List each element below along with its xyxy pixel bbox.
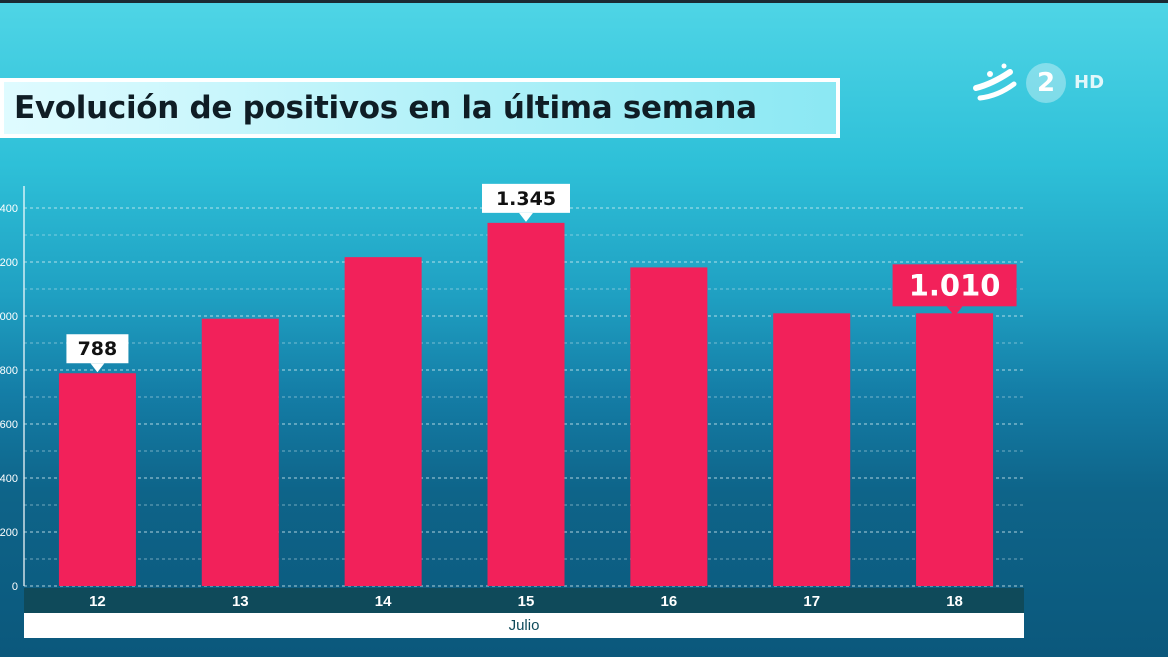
chart-title: Evolución de positivos en la última sema… (14, 90, 757, 126)
bar (344, 257, 422, 586)
y-tick-label: 0 (12, 581, 18, 593)
channel-number: 2 (1026, 63, 1066, 103)
x-tick-label: 13 (232, 593, 249, 610)
value-callout-box (482, 183, 570, 213)
title-banner-inner: Evolución de positivos en la última sema… (4, 82, 836, 134)
value-callout-pointer (946, 306, 963, 317)
value-callout-label: 1.010 (909, 268, 1001, 302)
x-axis-title: Julio (508, 617, 540, 634)
value-callout-pointer (519, 212, 533, 222)
x-axis-title-band: Julio (24, 613, 1024, 638)
value-callout-box (892, 264, 1017, 307)
value-callout-label: 788 (78, 338, 118, 360)
x-tick-label: 17 (803, 593, 820, 610)
bar (773, 313, 851, 586)
y-tick-label: 1400 (0, 203, 18, 215)
y-tick-label: 1000 (0, 311, 18, 323)
top-border (0, 0, 1168, 3)
bar (916, 313, 994, 586)
channel-logo: 2 HD (970, 58, 1120, 108)
bar (487, 222, 565, 586)
y-tick-label: 800 (0, 365, 18, 377)
hd-badge: HD (1074, 72, 1105, 93)
y-tick-label: 200 (0, 527, 18, 539)
y-tick-label: 600 (0, 419, 18, 431)
x-tick-label: 14 (375, 593, 392, 610)
x-tick-label: 16 (661, 593, 678, 610)
value-callout-pointer (90, 363, 105, 373)
x-tick-label: 12 (89, 593, 106, 610)
bar (58, 373, 136, 586)
bar (201, 318, 279, 586)
title-banner: Evolución de positivos en la última sema… (0, 78, 840, 138)
x-axis-band (24, 588, 1024, 613)
y-tick-label: 400 (0, 473, 18, 485)
eitb-logo-icon (973, 63, 1017, 101)
value-callout-label: 1.345 (496, 188, 556, 210)
x-tick-label: 15 (518, 593, 535, 610)
value-callout-box (66, 334, 129, 364)
bar (630, 267, 708, 586)
x-tick-label: 18 (946, 593, 963, 610)
y-tick-label: 1200 (0, 257, 18, 269)
